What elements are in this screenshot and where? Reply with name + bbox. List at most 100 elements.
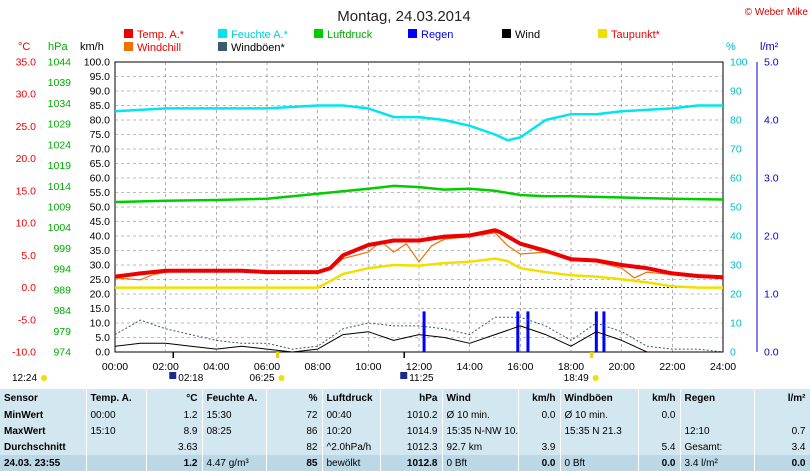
grid	[115, 62, 723, 352]
x-tick-label: 24:00	[710, 361, 736, 373]
y-tick-label: 60.0	[90, 173, 111, 185]
y-tick-label: 5.0	[764, 57, 779, 69]
y-tick-label: 1034	[48, 98, 72, 110]
left-time-label: 12:24	[12, 373, 37, 384]
y-tick-label: 1024	[48, 139, 72, 151]
legend-swatch	[598, 29, 607, 38]
table-cell	[86, 439, 147, 455]
table-cell: 15:10	[86, 423, 147, 440]
feuchte-axis-unit: %	[726, 41, 736, 53]
table-row: 24.03. 23:55 1.2 4.47 g/m³ 85 bewölkt 1012.8 0…	[0, 455, 810, 471]
y-tick-label: 40.0	[90, 231, 111, 243]
druck-axis-unit: hPa	[48, 41, 68, 53]
y-tick-label: 1014	[48, 181, 72, 193]
table-cell: 8.9	[146, 423, 203, 440]
y-tick-label: 10.0	[90, 318, 111, 330]
rain-bar	[526, 311, 530, 352]
x-tick-label: 22:00	[659, 361, 685, 373]
y-tick-label: 85.0	[90, 100, 111, 112]
table-cell: MaxWert	[0, 423, 87, 440]
y-tick-label: 100	[730, 57, 748, 69]
table-cell: 85	[266, 455, 323, 471]
table-cell: 3.63	[146, 439, 203, 455]
y-tick-label: 70.0	[90, 144, 111, 156]
temp-axis-unit: °C	[18, 41, 30, 53]
x-tick-label: 20:00	[609, 361, 635, 373]
table-cell: 72	[266, 407, 323, 424]
y-tick-label: 70	[730, 144, 742, 156]
table-cell: 1.2	[146, 455, 203, 471]
x-tick-label: 18:00	[558, 361, 584, 373]
series-line-windböen-	[114, 316, 724, 353]
table-cell: km/h	[518, 389, 561, 408]
y-tick-label: 4.0	[764, 115, 779, 127]
y-tick-label: 979	[53, 326, 71, 338]
table-cell: km/h	[638, 389, 681, 408]
y-tick-label: 35.0	[16, 57, 37, 69]
legend-entry: Luftdruck	[327, 29, 373, 41]
table-cell: 0.7	[754, 423, 810, 440]
legend-swatch	[408, 29, 417, 38]
y-tick-label: 40	[730, 231, 742, 243]
y-tick-label: 0.0	[21, 282, 36, 294]
y-tick-label: 80.0	[90, 115, 111, 127]
legend-swatch	[218, 29, 227, 38]
y-tick-label: 999	[53, 243, 71, 255]
table-cell	[680, 407, 755, 424]
y-tick-label: 0	[730, 347, 736, 359]
legend-swatch	[124, 42, 133, 51]
y-tick-label: 50	[730, 202, 742, 214]
y-tick-label: 50.0	[90, 202, 111, 214]
y-tick-label: 35.0	[90, 245, 111, 257]
y-tick-label: 65.0	[90, 158, 111, 170]
y-tick-label: 2.0	[764, 231, 779, 243]
table-cell: Windböen	[560, 389, 639, 408]
y-tick-label: 15.0	[16, 185, 37, 197]
y-tick-label: 30.0	[90, 260, 111, 272]
table-cell: bewölkt	[322, 455, 381, 471]
table-row: Sensor Temp. A. °C Feuchte A.% Luftdruck hPa W…	[0, 389, 810, 408]
legend-swatch	[314, 29, 323, 38]
y-tick-label: 10.0	[16, 218, 37, 230]
legend-swatch	[218, 42, 227, 51]
table-cell: 82	[266, 439, 323, 455]
table-cell: ^2.0hPa/h	[322, 439, 381, 455]
legend-entry: Feuchte A.*	[231, 29, 289, 41]
x-tick-label: 00:00	[102, 361, 128, 373]
y-tick-label: 1019	[48, 160, 72, 172]
series-line-taupunkt-	[115, 257, 723, 289]
table-cell: MinWert	[0, 407, 87, 424]
table-cell: 1010.2	[380, 407, 443, 424]
table-row: MinWert 00:00 1.2 15:30 72 00:40 1010.2 Ø 10 mi…	[0, 407, 810, 424]
moon-icon	[169, 372, 177, 379]
chart-title: Montag, 24.03.2014	[337, 8, 470, 25]
table-cell: 0 Bft	[560, 455, 639, 471]
y-tick-label: 30.0	[16, 89, 37, 101]
legend-swatch	[124, 29, 133, 38]
table-cell: 08:25	[202, 423, 267, 440]
table-cell	[754, 407, 810, 424]
y-tick-label: 15.0	[90, 303, 111, 315]
table-row: MaxWert 15:10 8.9 08:25 86 10:20 1014.9 15:35 N…	[0, 423, 810, 440]
legend-swatch	[502, 29, 511, 38]
table-cell: hPa	[380, 389, 443, 408]
table-cell: Temp. A.	[86, 389, 147, 408]
table-cell: 00:00	[86, 407, 147, 424]
x-tick-label: 08:00	[305, 361, 331, 373]
table-cell: 10:20	[322, 423, 381, 440]
y-tick-label: 100.0	[84, 57, 110, 69]
y-tick-label: 90.0	[90, 86, 111, 98]
table-cell: 3.9	[518, 439, 561, 455]
x-tick-label: 04:00	[203, 361, 229, 373]
sun-icon	[278, 375, 285, 381]
y-tick-label: 0.0	[764, 347, 779, 359]
y-tick-label: 60	[730, 173, 742, 185]
y-tick-label: 1.0	[764, 289, 779, 301]
table-cell	[518, 423, 561, 440]
y-axis-ticks: 35.0 30.0 25.0 20.0 15.0 10.0 5.0 0.0 -5.0 -10.0 1…	[12, 57, 779, 359]
moon-icon	[400, 372, 408, 379]
legend-entry: Temp. A.*	[137, 29, 185, 41]
credit-label: © Weber Mike	[745, 7, 809, 18]
legend-entry: Wind	[515, 29, 540, 41]
regen-axis-unit: l/m²	[760, 41, 779, 53]
